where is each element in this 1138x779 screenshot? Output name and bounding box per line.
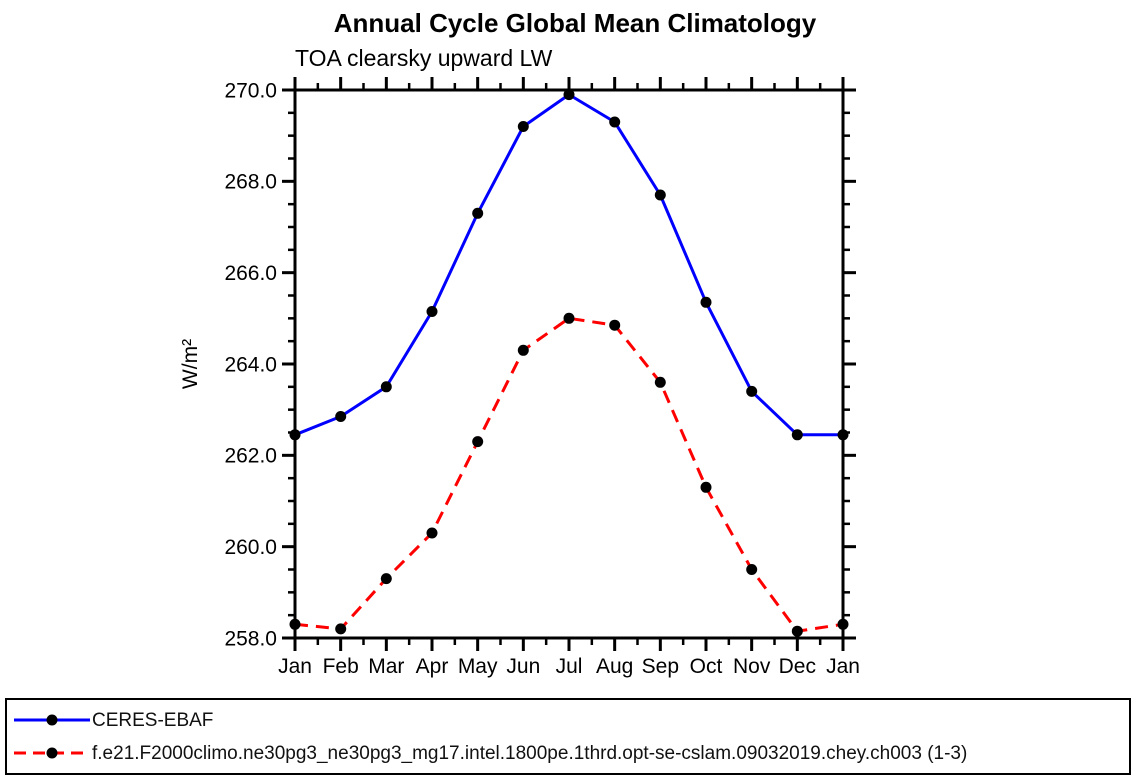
- x-tick-label: Jan: [278, 655, 312, 678]
- data-point-marker-0: [654, 189, 666, 201]
- data-point-marker-1: [517, 344, 529, 356]
- data-point-marker-0: [700, 296, 712, 308]
- data-point-marker-0: [472, 207, 484, 219]
- chart-title: Annual Cycle Global Mean Climatology: [334, 8, 817, 38]
- chart-subtitle: TOA clearsky upward LW: [295, 45, 553, 71]
- y-tick-label: 270.0: [224, 79, 277, 102]
- data-point-marker-1: [791, 625, 803, 637]
- plot-area: 258.0 260.0 262.0 264.0 266.0 268.0 270.0 Jan Fe…: [224, 77, 860, 678]
- x-tick-label: Aug: [596, 655, 633, 678]
- annual-cycle-chart: Annual Cycle Global Mean Climatology TOA…: [179, 8, 860, 678]
- data-point-marker-1: [426, 527, 438, 539]
- data-point-marker-1: [563, 312, 575, 324]
- legend: CERES-EBAF f.e21.F2000climo.ne30pg3_ne30…: [5, 698, 1131, 775]
- x-tick-label: Jul: [556, 655, 583, 678]
- axis-frame: [293, 88, 845, 640]
- data-point-marker-1: [609, 319, 621, 331]
- y-tick-label: 266.0: [224, 262, 277, 285]
- x-tick-label: Dec: [779, 655, 816, 678]
- y-tick-label: 262.0: [224, 445, 277, 468]
- data-point-marker-1: [380, 573, 392, 585]
- y-tick-label: 268.0: [224, 171, 277, 194]
- x-tick-label: Sep: [642, 655, 679, 678]
- series-line-1: [294, 316, 844, 633]
- data-point-marker-0: [335, 411, 347, 422]
- legend-line-sample-model: [14, 747, 90, 759]
- data-point-marker-1: [700, 481, 712, 493]
- y-tick-label: 258.0: [224, 627, 277, 650]
- x-tick-label: Feb: [323, 655, 359, 678]
- x-tick-label: Nov: [733, 655, 771, 678]
- legend-line-sample-ceres: [14, 714, 90, 726]
- data-point-marker-0: [791, 429, 803, 441]
- legend-marker-dot: [46, 747, 58, 759]
- data-point-marker-0: [837, 429, 849, 441]
- legend-marker-dot: [46, 714, 58, 726]
- data-point-marker-1: [289, 618, 301, 630]
- data-point-marker-0: [380, 381, 392, 393]
- data-point-marker-0: [517, 121, 529, 132]
- data-point-marker-0: [426, 306, 438, 317]
- x-tick-label: Apr: [416, 655, 449, 678]
- data-point-marker-1: [335, 623, 347, 635]
- y-tick-label: 260.0: [224, 536, 277, 559]
- data-point-marker-0: [746, 385, 758, 397]
- series-line-0: [294, 93, 843, 437]
- legend-item-model: f.e21.F2000climo.ne30pg3_ne30pg3_mg17.in…: [7, 741, 1129, 765]
- data-point-marker-1: [837, 618, 849, 630]
- y-axis-label: W/m²: [179, 339, 202, 389]
- x-tick-label: May: [458, 655, 498, 678]
- x-tick-label: Oct: [690, 655, 723, 678]
- legend-label-ceres: CERES-EBAF: [92, 709, 214, 731]
- x-tick-label: Jan: [826, 655, 860, 678]
- legend-item-ceres: CERES-EBAF: [7, 708, 1129, 732]
- data-point-marker-0: [563, 89, 575, 101]
- data-point-marker-1: [746, 564, 758, 575]
- data-point-marker-1: [472, 436, 484, 448]
- x-tick-label: Mar: [368, 655, 404, 678]
- data-point-marker-1: [654, 376, 666, 388]
- x-tick-label: Jun: [506, 655, 540, 678]
- data-point-marker-0: [609, 116, 621, 128]
- data-point-marker-0: [289, 429, 301, 441]
- y-tick-label: 264.0: [224, 353, 277, 376]
- legend-label-model: f.e21.F2000climo.ne30pg3_ne30pg3_mg17.in…: [92, 742, 968, 764]
